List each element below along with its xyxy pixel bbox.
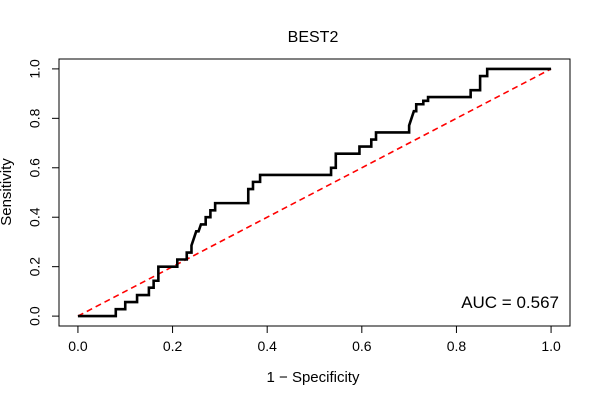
y-tick-label: 0.4 (27, 207, 43, 227)
x-axis-label: 1 − Specificity (267, 369, 360, 386)
chart-title: BEST2 (288, 29, 339, 46)
plot-area: 0.0 0.2 0.4 0.6 0.8 1.0 0.0 0.2 0.4 0.6 0.8 1.0 AUC … (27, 58, 571, 354)
y-tick-label: 0.8 (27, 108, 43, 128)
x-tick-label: 0.4 (257, 338, 277, 354)
x-tick-label: 0.2 (163, 338, 183, 354)
x-tick-label: 1.0 (541, 338, 561, 354)
y-tick-label: 0.6 (27, 158, 43, 178)
auc-annotation: AUC = 0.567 (461, 293, 559, 312)
y-tick-label: 0.2 (27, 257, 43, 277)
x-tick-label: 0.6 (352, 338, 372, 354)
reference-line (77, 68, 552, 317)
roc-curve (77, 67, 552, 318)
y-tick-label: 1.0 (27, 59, 43, 79)
x-tick-label: 0.8 (447, 338, 467, 354)
y-axis-label: Sensitivity (0, 158, 15, 226)
y-tick-label: 0.0 (27, 306, 43, 326)
x-tick-label: 0.0 (68, 338, 88, 354)
